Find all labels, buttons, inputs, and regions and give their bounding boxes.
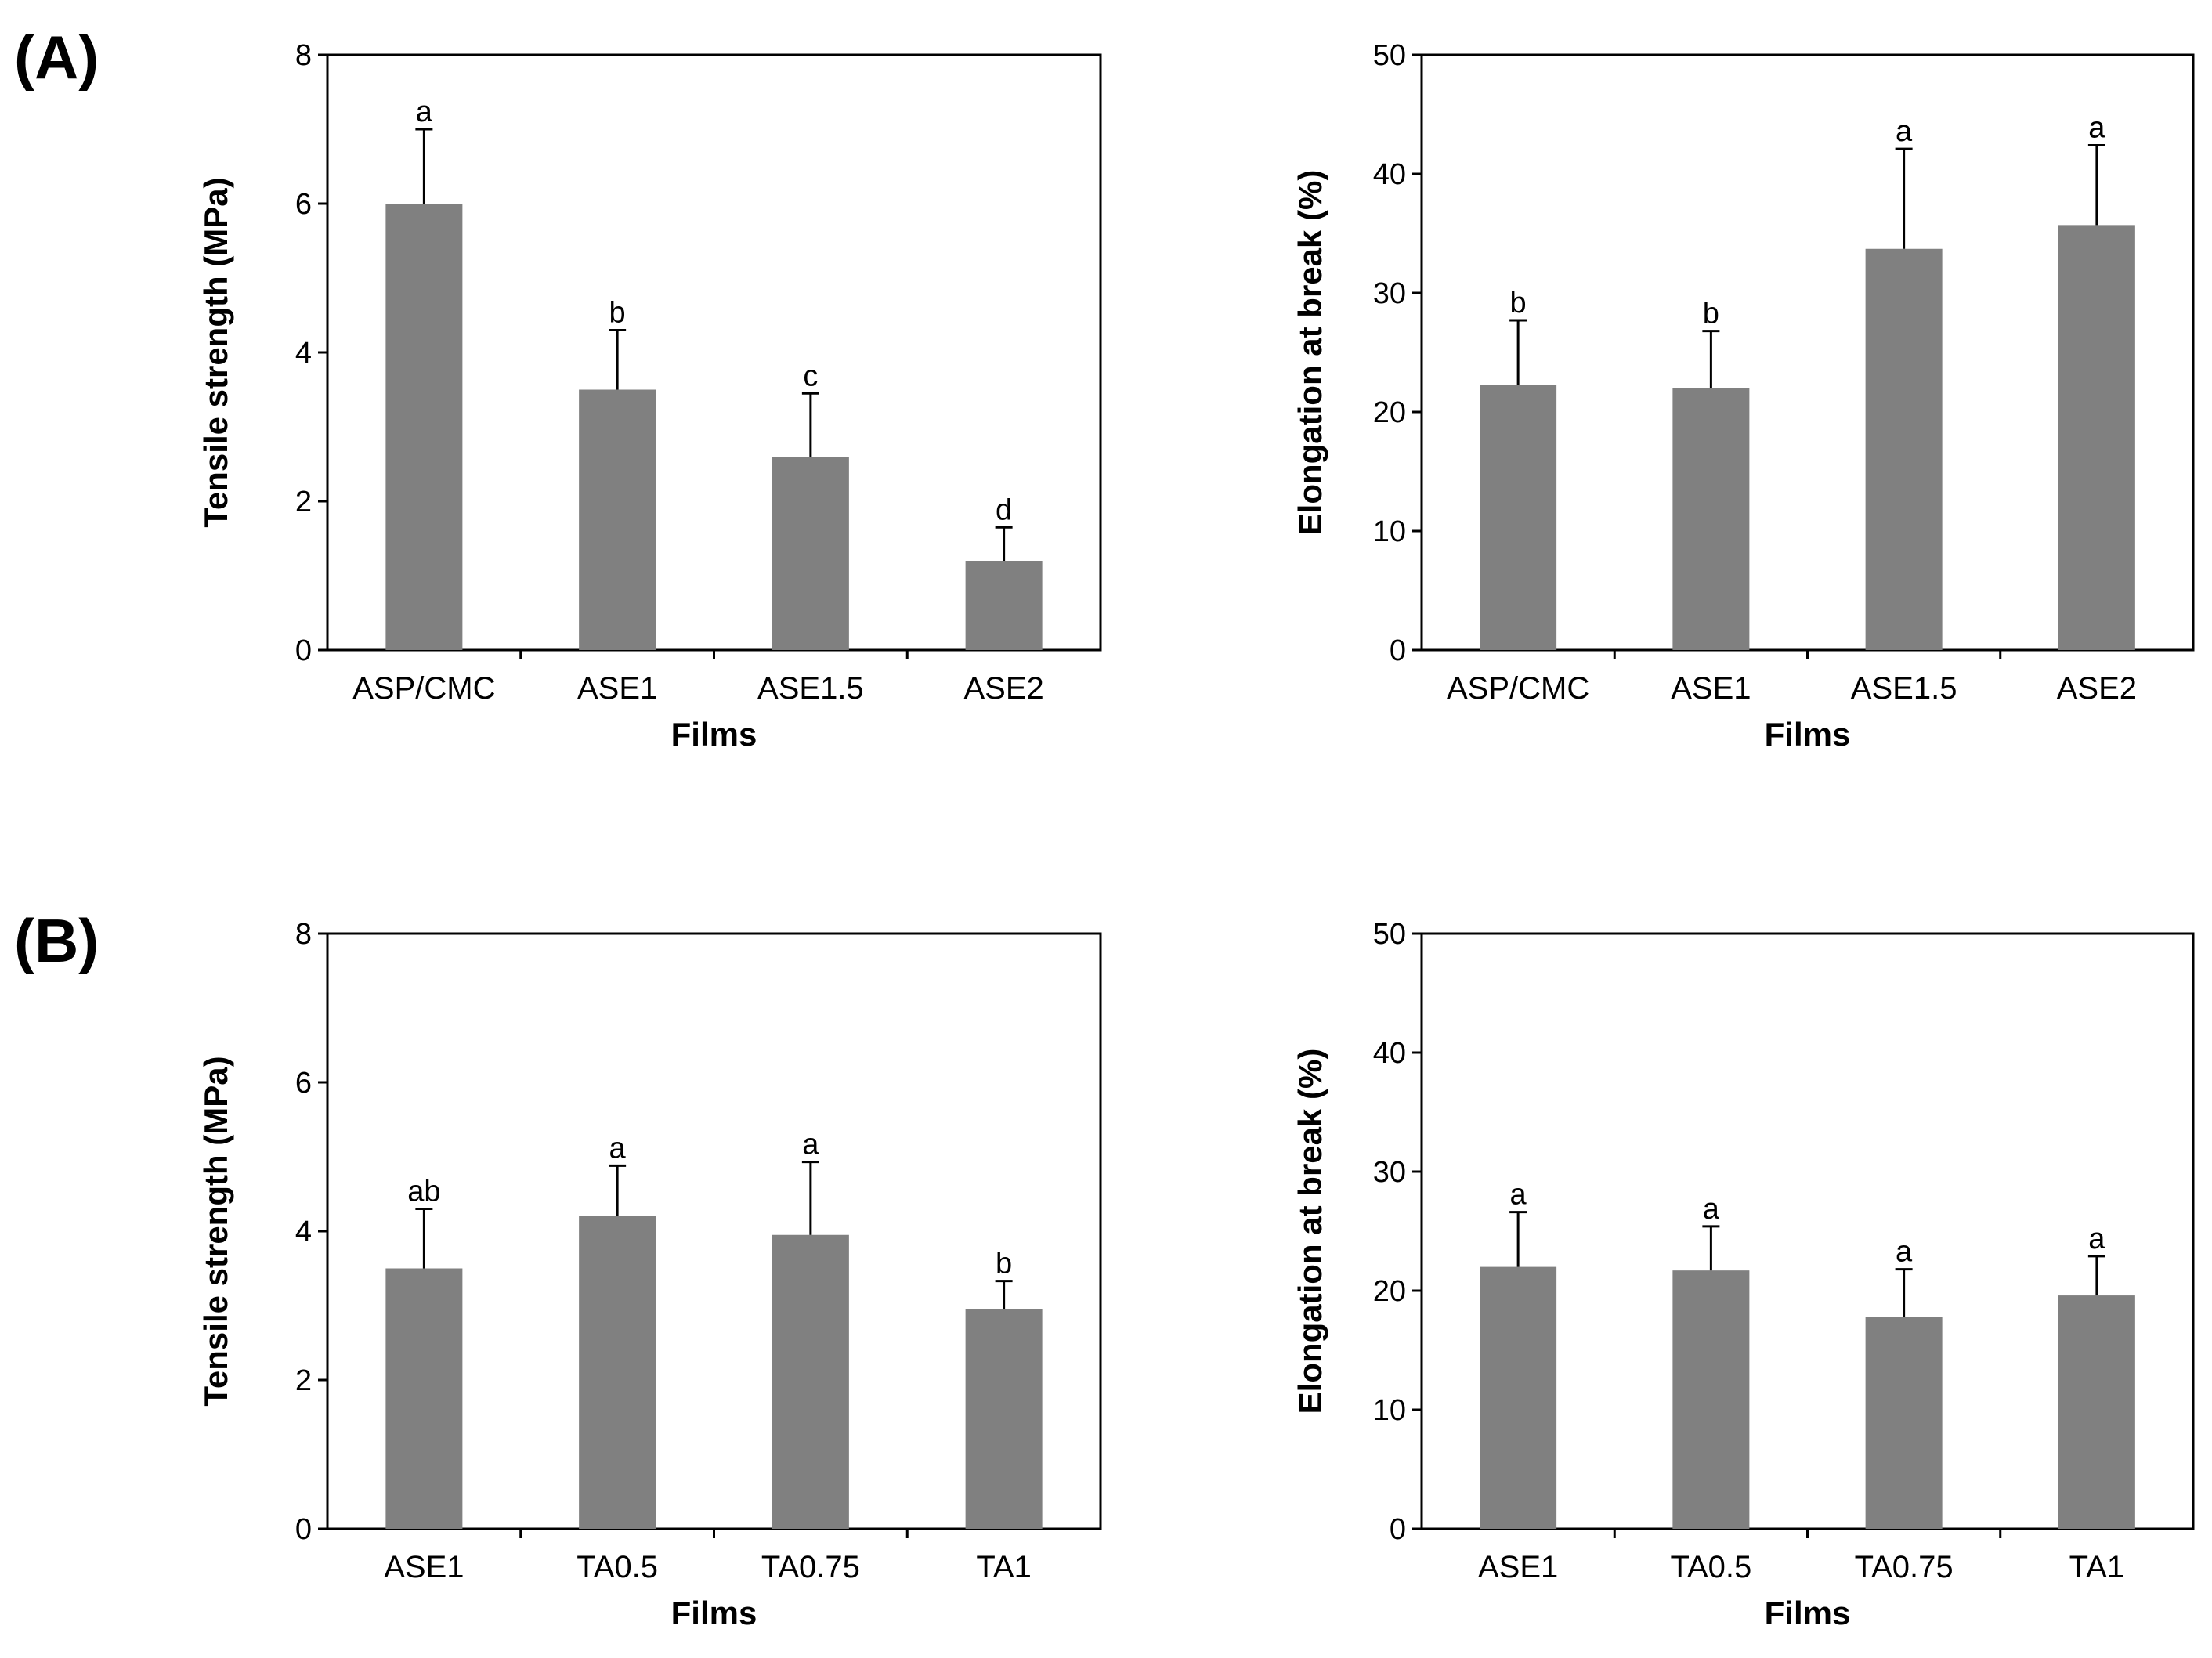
y-tick-label: 0 (1390, 1513, 1406, 1546)
category-label: ASE2 (963, 671, 1043, 706)
category-label: ASE1.5 (757, 671, 864, 706)
y-tick-label: 10 (1373, 515, 1406, 548)
bar (1672, 1270, 1750, 1529)
significance-label: a (1896, 115, 1913, 148)
y-tick-label: 6 (295, 188, 312, 221)
significance-label: b (1703, 298, 1719, 331)
significance-label: a (1703, 1193, 1720, 1226)
bar (2058, 225, 2135, 650)
significance-label: d (996, 493, 1012, 526)
category-label: ASE1 (577, 671, 657, 706)
category-label: ASE1 (1671, 671, 1751, 706)
y-tick-label: 6 (295, 1067, 312, 1100)
significance-label: a (609, 1132, 627, 1165)
significance-label: a (1510, 1179, 1527, 1212)
panel-label-b: (B) (14, 906, 99, 975)
x-axis-title: Films (1765, 716, 1851, 753)
bar (1672, 388, 1750, 650)
significance-label: a (1896, 1236, 1913, 1269)
y-tick-label: 10 (1373, 1394, 1406, 1427)
significance-label: a (802, 1129, 819, 1161)
category-label: ASE2 (2057, 671, 2137, 706)
y-tick-label: 40 (1373, 1037, 1406, 1070)
y-tick-label: 8 (295, 39, 312, 72)
y-tick-label: 40 (1373, 158, 1406, 191)
y-tick-label: 8 (295, 918, 312, 951)
bar (2058, 1295, 2135, 1529)
significance-label: b (1510, 287, 1527, 320)
bar (1865, 1317, 1943, 1529)
bar (772, 1234, 849, 1529)
y-tick-label: 20 (1373, 396, 1406, 429)
y-tick-label: 0 (295, 1513, 312, 1546)
panel-label-a: (A) (14, 23, 99, 92)
category-label: TA0.5 (576, 1550, 658, 1584)
y-tick-label: 30 (1373, 277, 1406, 310)
category-label: ASE1 (384, 1550, 464, 1584)
y-axis-title: Tensile strength (MPa) (197, 177, 234, 527)
y-axis-title: Elongation at break (%) (1292, 1049, 1328, 1414)
bar (1480, 1266, 1557, 1529)
y-tick-label: 4 (295, 337, 312, 370)
chart-a-tensile-strength: 0 2 4 6 8 a ASP/CMC b ASE1 c ASE1.5 d ASE2 Films Tensi… (197, 39, 1102, 753)
bar (579, 1216, 656, 1529)
category-label: TA0.75 (1855, 1550, 1954, 1584)
significance-label: b (996, 1248, 1012, 1281)
x-axis-title: Films (671, 716, 757, 753)
category-label: ASP/CMC (352, 671, 495, 706)
y-tick-label: 30 (1373, 1156, 1406, 1189)
y-tick-label: 50 (1373, 918, 1406, 951)
y-axis-title: Tensile strength (MPa) (197, 1056, 234, 1406)
y-axis-title: Elongation at break (%) (1292, 170, 1328, 536)
chart-b-elongation-at-break: 0 10 20 30 40 50 a ASE1 a TA0.5 a TA0.75 a TA1 Films El… (1292, 918, 2195, 1631)
y-tick-label: 0 (1390, 634, 1406, 667)
x-axis-title: Films (671, 1595, 757, 1631)
category-label: TA1 (976, 1550, 1031, 1584)
bar (965, 561, 1043, 650)
bar (385, 1268, 463, 1529)
category-label: ASE1.5 (1851, 671, 1957, 706)
chart-a-elongation-at-break: 0 10 20 30 40 50 b ASP/CMC b ASE1 a ASE1.5 a ASE2 Film… (1292, 39, 2195, 753)
bar (579, 389, 656, 650)
significance-label: ab (407, 1176, 440, 1208)
significance-label: b (609, 297, 626, 330)
significance-label: a (2088, 1223, 2105, 1255)
x-axis-title: Films (1765, 1595, 1851, 1631)
significance-label: a (2088, 112, 2105, 145)
y-tick-label: 4 (295, 1216, 312, 1248)
y-tick-label: 50 (1373, 39, 1406, 72)
bar (1865, 248, 1943, 650)
y-tick-label: 20 (1373, 1275, 1406, 1308)
significance-label: a (416, 96, 433, 128)
y-tick-label: 0 (295, 634, 312, 667)
y-tick-label: 2 (295, 486, 312, 518)
bar (385, 204, 463, 650)
bar (1480, 385, 1557, 650)
category-label: ASE1 (1478, 1550, 1558, 1584)
significance-label: c (803, 359, 818, 392)
y-tick-label: 2 (295, 1364, 312, 1397)
category-label: ASP/CMC (1447, 671, 1589, 706)
category-label: TA0.75 (761, 1550, 860, 1584)
category-label: TA1 (2069, 1550, 2124, 1584)
category-label: TA0.5 (1671, 1550, 1752, 1584)
chart-b-tensile-strength: 0 2 4 6 8 ab ASE1 a TA0.5 a TA0.75 b TA1 Films Tensile… (197, 918, 1102, 1631)
bar (772, 457, 849, 650)
bar (965, 1309, 1043, 1529)
